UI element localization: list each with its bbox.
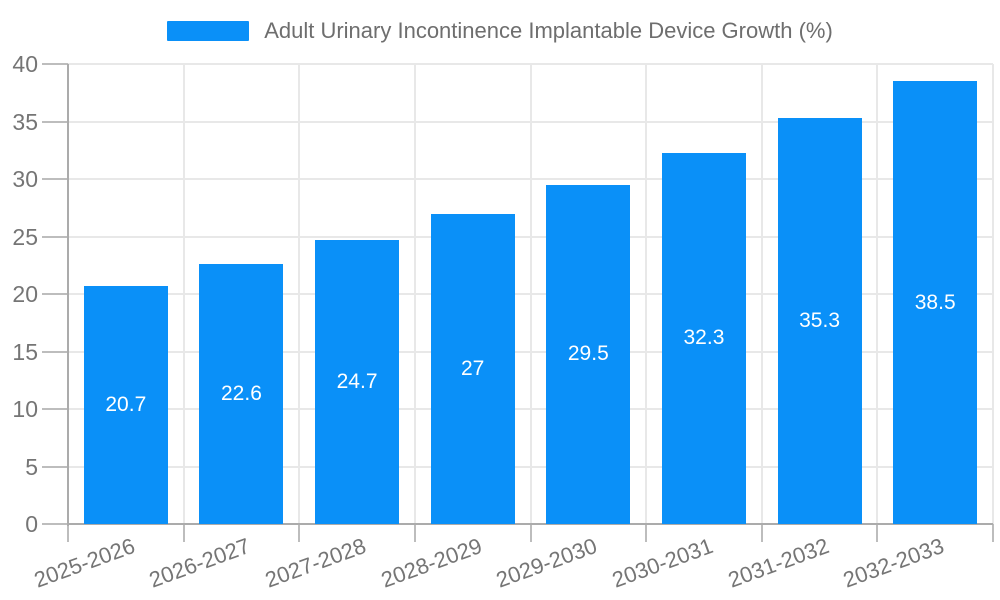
x-axis-tick [529, 524, 532, 542]
legend-swatch-icon [167, 21, 250, 41]
y-axis-tick-label: 15 [12, 338, 38, 365]
x-axis-tick [876, 524, 879, 542]
x-axis-tick [67, 524, 69, 542]
y-axis-tick-label: 25 [12, 223, 38, 250]
x-gridline [876, 64, 879, 524]
bar-value-label: 27 [461, 356, 485, 380]
y-axis-tick [42, 178, 68, 180]
x-gridline [298, 64, 301, 524]
y-axis-tick [42, 408, 68, 410]
y-axis-tick [42, 235, 68, 238]
bar-2027-2028[interactable]: 24.7 [315, 239, 400, 524]
y-axis-line [67, 64, 69, 526]
x-gridline [529, 64, 532, 524]
x-axis-tick [992, 524, 994, 542]
bar-value-label: 38.5 [914, 290, 956, 314]
y-axis-tick [42, 350, 68, 353]
x-axis-tick [413, 524, 416, 542]
y-axis-tick-label: 20 [12, 281, 38, 307]
bar-2026-2027[interactable]: 22.6 [199, 264, 284, 524]
y-axis-tick-label: 30 [12, 166, 38, 192]
bar-value-label: 20.7 [105, 392, 147, 416]
x-axis-tick [182, 524, 185, 542]
x-gridline [413, 64, 416, 524]
bar-2029-2030[interactable]: 29.5 [546, 184, 631, 524]
bar-2031-2032[interactable]: 35.3 [777, 118, 862, 524]
bar-value-label: 35.3 [799, 309, 840, 333]
y-axis-tick-label: 35 [12, 108, 38, 135]
y-axis-tick-label: 0 [25, 511, 38, 537]
y-axis-tick [42, 523, 68, 525]
y-axis-tick [42, 63, 68, 65]
y-axis-tick-label: 40 [12, 51, 38, 77]
bar-2025-2026[interactable]: 20.7 [83, 285, 168, 524]
x-axis-tick [645, 524, 648, 542]
chart-legend[interactable]: Adult Urinary Incontinence Implantable D… [0, 18, 1000, 44]
x-axis-tick [760, 524, 763, 542]
x-axis-line [68, 523, 993, 525]
y-axis-tick [42, 293, 68, 295]
x-gridline [992, 64, 994, 524]
bar-value-label: 22.6 [221, 382, 262, 406]
bar-value-label: 29.5 [567, 342, 609, 366]
y-axis-tick [42, 120, 68, 123]
bar-2032-2033[interactable]: 38.5 [893, 81, 978, 524]
bar-value-label: 24.7 [336, 369, 378, 393]
y-axis-tick [42, 465, 68, 468]
y-axis-tick-label: 10 [12, 396, 38, 422]
x-gridline [645, 64, 648, 524]
bar-2030-2031[interactable]: 32.3 [661, 152, 746, 524]
x-gridline [182, 64, 185, 524]
legend-label: Adult Urinary Incontinence Implantable D… [264, 18, 833, 43]
bar-2028-2029[interactable]: 27 [430, 213, 515, 524]
y-axis-tick-label: 5 [25, 453, 38, 480]
x-gridline [760, 64, 763, 524]
x-axis-tick [298, 524, 301, 542]
bar-value-label: 32.3 [683, 326, 725, 350]
